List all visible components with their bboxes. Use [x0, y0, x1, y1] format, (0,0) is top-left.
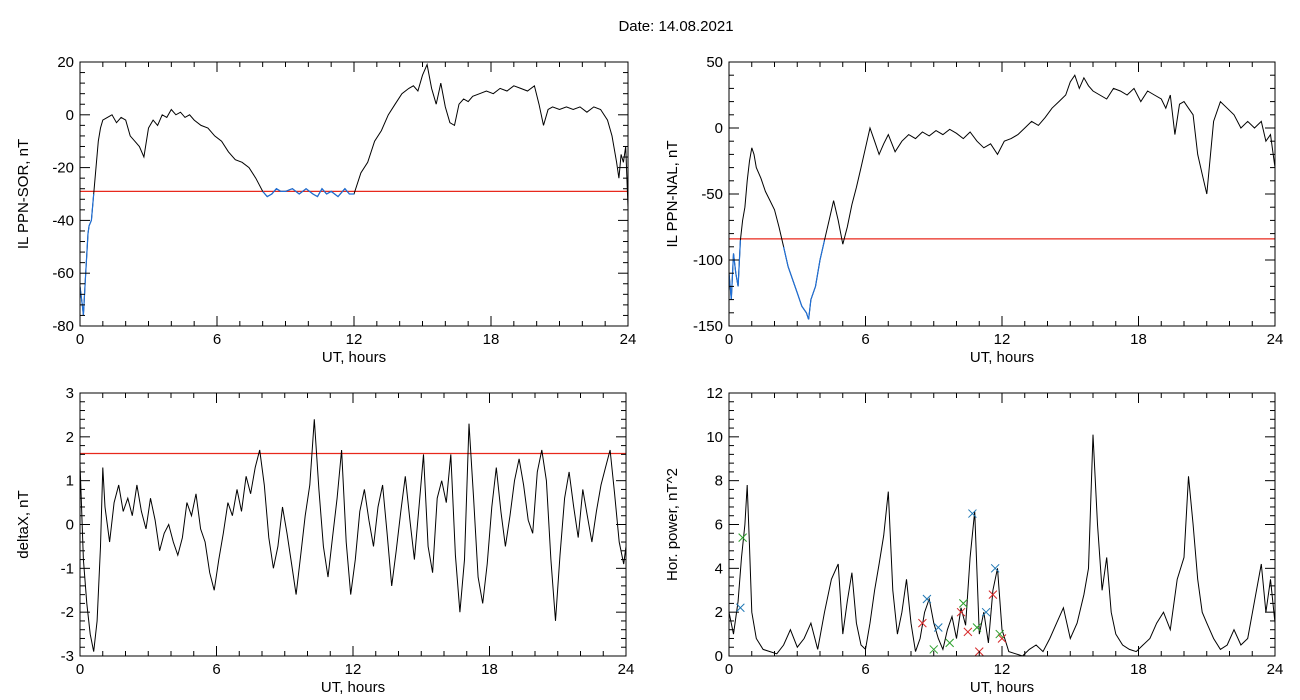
- y-axis-label: IL PPN-NAL, nT: [664, 141, 681, 248]
- y-tick-label: -100: [693, 252, 723, 269]
- marker-x-2-3: [963, 627, 973, 637]
- marker-x-1-4: [968, 509, 977, 518]
- y-tick-label: 0: [66, 517, 74, 534]
- marker-x-1-2: [922, 594, 932, 604]
- x-tick-label: 12: [994, 661, 1011, 678]
- y-tick-label: -60: [52, 265, 74, 282]
- y-tick-label: 0: [715, 648, 723, 665]
- y-tick-label: 50: [706, 54, 723, 71]
- y-tick-label: -1: [61, 560, 74, 577]
- y-tick-label: -20: [52, 160, 74, 177]
- series-line-1: [729, 434, 1275, 656]
- x-axis-label: UT, hours: [970, 679, 1034, 696]
- marker-x-1-6: [990, 563, 1000, 573]
- x-tick-label: 24: [620, 331, 637, 348]
- y-tick-label: -80: [52, 318, 74, 335]
- y-axis-label: IL PPN-SOR, nT: [15, 139, 32, 249]
- x-tick-label: 6: [861, 331, 869, 348]
- marker-x-3-1: [738, 533, 748, 543]
- below-threshold-segment: [80, 193, 95, 316]
- marker-x-2-5: [988, 590, 998, 599]
- series-line-1: [80, 62, 628, 316]
- y-tick-label: 12: [706, 385, 723, 402]
- y-tick-label: -3: [61, 648, 74, 665]
- y-tick-label: 2: [715, 604, 723, 621]
- x-tick-label: 6: [212, 661, 220, 678]
- x-tick-label: 12: [346, 331, 363, 348]
- x-tick-label: 0: [76, 661, 84, 678]
- marker-x-2-1: [918, 618, 927, 628]
- marker-x-3-4: [958, 599, 968, 608]
- below-threshold-segment: [262, 187, 354, 198]
- marker-x-2-6: [997, 634, 1007, 643]
- y-tick-label: 0: [715, 120, 723, 137]
- below-threshold-segment: [729, 240, 741, 300]
- figure-date-title: Date: 14.08.2021: [618, 18, 734, 35]
- y-tick-label: 10: [706, 429, 723, 446]
- x-tick-label: 18: [481, 661, 498, 678]
- marker-x-3-6: [995, 629, 1005, 639]
- y-tick-label: 6: [715, 517, 723, 534]
- marker-x-1-1: [736, 603, 745, 613]
- x-tick-label: 24: [1267, 661, 1284, 678]
- y-tick-label: 20: [57, 54, 74, 71]
- plot-frame: [728, 61, 1276, 327]
- x-tick-label: 12: [994, 331, 1011, 348]
- chart-panel-1: 0 6 12 18 24 -80 -60 -40 -20 0 20 UT, hours IL PPN-S…: [15, 54, 636, 366]
- x-tick-label: 0: [725, 661, 733, 678]
- y-axis-label: deltaX, nT: [15, 490, 32, 558]
- y-tick-label: 4: [715, 560, 723, 577]
- x-axis-label: UT, hours: [970, 349, 1034, 366]
- x-tick-label: 12: [345, 661, 362, 678]
- y-axis-label: Hor. power, nT^2: [664, 468, 681, 581]
- below-threshold-segment: [783, 240, 826, 320]
- x-tick-label: 24: [1267, 331, 1284, 348]
- marker-x-3-3: [945, 638, 955, 648]
- x-tick-label: 6: [213, 331, 221, 348]
- y-tick-label: -50: [701, 186, 723, 203]
- y-tick-label: 1: [66, 473, 74, 490]
- x-tick-label: 24: [618, 661, 635, 678]
- x-axis-label: UT, hours: [322, 349, 386, 366]
- plot-frame: [79, 392, 627, 657]
- marker-x-3-2: [929, 645, 939, 654]
- marker-x-1-5: [981, 607, 991, 617]
- x-tick-label: 0: [76, 331, 84, 348]
- y-tick-label: -150: [693, 318, 723, 335]
- x-tick-label: 6: [861, 661, 869, 678]
- y-tick-label: 8: [715, 473, 723, 490]
- y-tick-label: 0: [66, 107, 74, 124]
- marker-x-1-3: [933, 623, 943, 632]
- y-tick-label: -40: [52, 212, 74, 229]
- marker-x-2-2: [956, 607, 966, 617]
- x-axis-label: UT, hours: [321, 679, 385, 696]
- series-line-1: [729, 74, 1275, 320]
- x-tick-label: 18: [483, 331, 500, 348]
- x-tick-label: 0: [725, 331, 733, 348]
- y-tick-label: 3: [66, 385, 74, 402]
- chart-panel-2: 0 6 12 18 24 -150 -100 -50 0 50 UT, hours IL PPN-NA…: [664, 54, 1283, 366]
- y-tick-label: -2: [61, 604, 74, 621]
- marker-x-3-5: [972, 623, 982, 632]
- x-tick-label: 18: [1130, 331, 1147, 348]
- x-tick-label: 18: [1130, 661, 1147, 678]
- series-line-1: [80, 419, 626, 652]
- y-tick-label: 2: [66, 429, 74, 446]
